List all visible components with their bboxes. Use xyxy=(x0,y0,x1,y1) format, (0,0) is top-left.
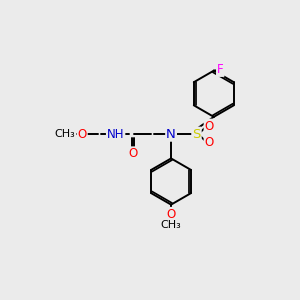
Text: O: O xyxy=(205,136,214,149)
Text: F: F xyxy=(217,63,224,76)
Text: O: O xyxy=(128,147,138,160)
Text: N: N xyxy=(166,128,176,141)
Text: NH: NH xyxy=(107,128,124,141)
Text: CH₃: CH₃ xyxy=(54,129,75,139)
Text: O: O xyxy=(205,120,214,133)
Text: O: O xyxy=(167,208,176,221)
Text: O: O xyxy=(77,128,87,141)
Text: S: S xyxy=(192,128,201,141)
Text: CH₃: CH₃ xyxy=(161,220,182,230)
